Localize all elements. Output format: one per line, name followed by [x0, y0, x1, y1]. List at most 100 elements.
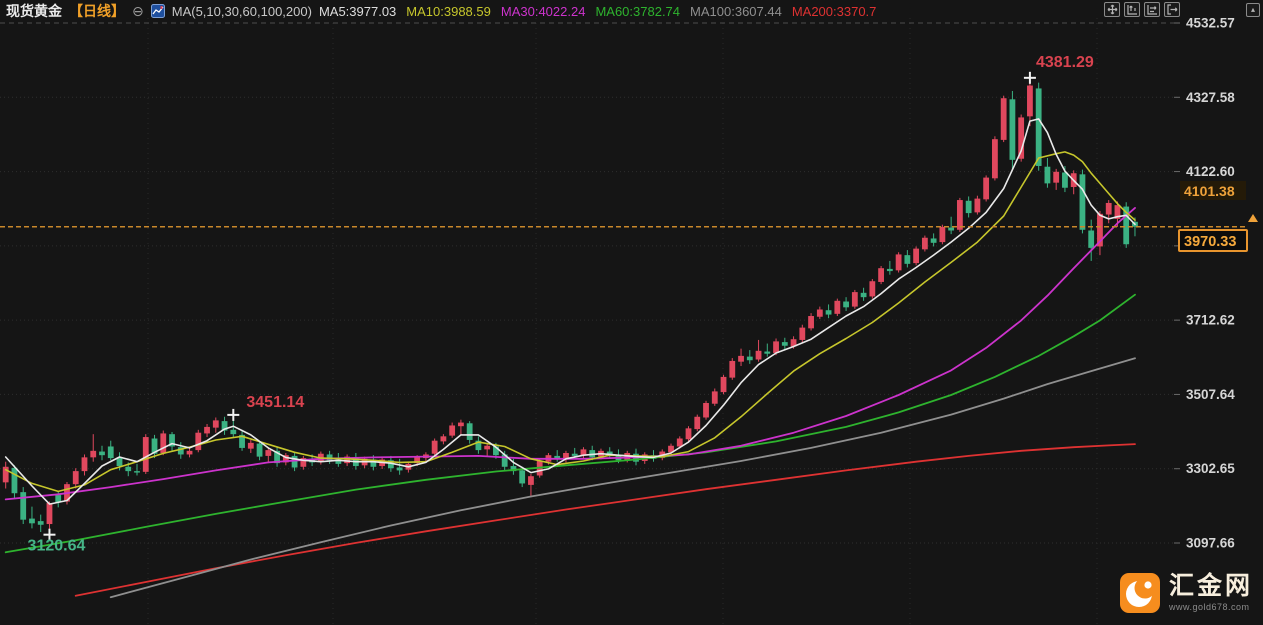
- candle[interactable]: [300, 458, 307, 467]
- candle[interactable]: [668, 445, 674, 453]
- candle[interactable]: [501, 454, 508, 467]
- candle[interactable]: [247, 442, 254, 449]
- exit-view-icon[interactable]: [1164, 2, 1180, 17]
- candle[interactable]: [186, 450, 193, 455]
- candle[interactable]: [992, 139, 998, 179]
- candle[interactable]: [790, 339, 797, 347]
- candle[interactable]: [571, 453, 578, 456]
- candle[interactable]: [291, 455, 298, 468]
- candle[interactable]: [326, 454, 333, 461]
- candle[interactable]: [458, 422, 464, 427]
- candle[interactable]: [204, 426, 210, 434]
- candle[interactable]: [29, 518, 35, 524]
- candle[interactable]: [2, 466, 9, 483]
- candle[interactable]: [860, 292, 867, 298]
- axis-scale-right-icon[interactable]: [1144, 2, 1160, 17]
- candle[interactable]: [930, 238, 937, 243]
- candle[interactable]: [475, 440, 482, 451]
- candle[interactable]: [1105, 202, 1112, 215]
- candle[interactable]: [746, 356, 753, 361]
- candle[interactable]: [466, 423, 473, 440]
- candle[interactable]: [125, 466, 132, 472]
- candle[interactable]: [895, 254, 902, 271]
- axis-scale-up-icon[interactable]: [1124, 2, 1140, 17]
- candle[interactable]: [1114, 205, 1121, 219]
- candle[interactable]: [55, 495, 62, 503]
- candle[interactable]: [160, 433, 167, 454]
- candle[interactable]: [1018, 117, 1025, 159]
- candle[interactable]: [720, 376, 727, 393]
- candle[interactable]: [195, 432, 202, 451]
- candle[interactable]: [81, 457, 88, 472]
- candle[interactable]: [37, 521, 44, 525]
- candle[interactable]: [99, 451, 105, 456]
- candle[interactable]: [335, 459, 342, 464]
- candle[interactable]: [694, 416, 701, 430]
- candle[interactable]: [1079, 174, 1086, 230]
- candle[interactable]: [484, 445, 491, 450]
- candle[interactable]: [913, 248, 920, 264]
- candle[interactable]: [169, 434, 175, 447]
- candle[interactable]: [1044, 166, 1051, 184]
- alert-price-label[interactable]: 4101.38: [1184, 183, 1235, 199]
- candle[interactable]: [274, 450, 280, 464]
- candle[interactable]: [1053, 171, 1060, 183]
- candle[interactable]: [134, 471, 140, 473]
- candle[interactable]: [738, 355, 744, 362]
- candle[interactable]: [177, 447, 184, 455]
- candle[interactable]: [983, 177, 990, 200]
- candle[interactable]: [580, 449, 587, 456]
- candle[interactable]: [1000, 98, 1007, 140]
- candle[interactable]: [239, 434, 245, 448]
- candle[interactable]: [151, 438, 158, 454]
- candle[interactable]: [370, 459, 377, 467]
- candle[interactable]: [1097, 213, 1103, 247]
- candle[interactable]: [1123, 206, 1130, 245]
- candle[interactable]: [921, 237, 928, 250]
- candle[interactable]: [851, 292, 858, 307]
- candle[interactable]: [493, 446, 499, 456]
- candle[interactable]: [1062, 172, 1068, 188]
- candle[interactable]: [221, 421, 228, 431]
- candle[interactable]: [563, 453, 569, 459]
- candle[interactable]: [939, 226, 946, 243]
- candle[interactable]: [974, 198, 981, 213]
- candle[interactable]: [764, 351, 771, 354]
- candle[interactable]: [1088, 230, 1095, 248]
- candle[interactable]: [904, 255, 911, 264]
- candle[interactable]: [528, 476, 534, 485]
- candle[interactable]: [142, 437, 149, 472]
- candle[interactable]: [816, 309, 823, 317]
- candle[interactable]: [554, 455, 561, 459]
- candle[interactable]: [256, 443, 263, 457]
- candle[interactable]: [396, 467, 403, 471]
- candle[interactable]: [965, 200, 972, 214]
- candle[interactable]: [20, 492, 27, 520]
- collapse-icon[interactable]: ⊖: [132, 3, 144, 19]
- ma-settings-label[interactable]: MA(5,10,30,60,100,200): [171, 3, 312, 19]
- candle[interactable]: [107, 446, 114, 459]
- candle[interactable]: [956, 200, 963, 230]
- candle[interactable]: [414, 457, 421, 464]
- pan-icon[interactable]: [1104, 2, 1120, 17]
- panel-expand-icon[interactable]: ▴: [1246, 3, 1260, 17]
- candle[interactable]: [230, 429, 237, 435]
- candle[interactable]: [1009, 99, 1016, 160]
- candle[interactable]: [90, 450, 97, 458]
- candle[interactable]: [282, 455, 289, 463]
- candle[interactable]: [886, 268, 893, 272]
- candle[interactable]: [676, 438, 683, 447]
- period-label[interactable]: 【日线】: [69, 3, 125, 19]
- candle[interactable]: [1035, 88, 1042, 166]
- current-price-badge[interactable]: [1178, 229, 1248, 252]
- candle[interactable]: [878, 268, 884, 282]
- candle[interactable]: [825, 310, 832, 315]
- candle[interactable]: [781, 342, 788, 346]
- candle[interactable]: [685, 428, 692, 440]
- candle[interactable]: [449, 425, 456, 436]
- chart-style-icon[interactable]: [150, 4, 165, 18]
- candle[interactable]: [212, 420, 219, 428]
- candle[interactable]: [265, 450, 272, 456]
- candle[interactable]: [510, 466, 517, 472]
- candle[interactable]: [46, 503, 53, 525]
